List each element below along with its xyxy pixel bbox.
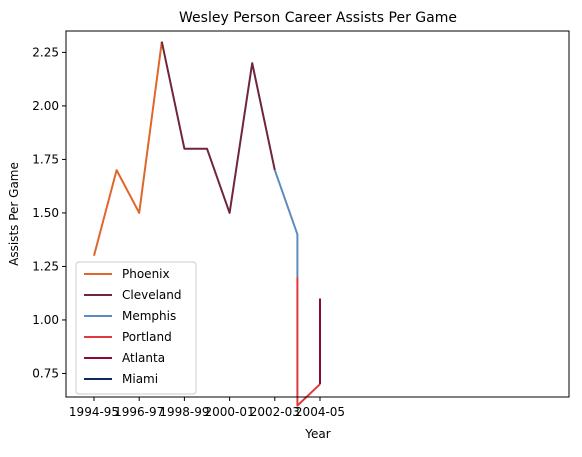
x-axis-label: Year xyxy=(304,427,330,441)
x-tick-label: 1998-99 xyxy=(159,405,209,419)
y-tick-label: 0.75 xyxy=(32,366,59,380)
y-axis-label: Assists Per Game xyxy=(7,162,21,266)
y-tick-label: 1.50 xyxy=(32,206,59,220)
legend-label-miami: Miami xyxy=(122,372,158,386)
y-tick-label: 1.25 xyxy=(32,259,59,273)
legend-label-memphis: Memphis xyxy=(122,309,176,323)
x-tick-label: 1994-95 xyxy=(69,405,119,419)
x-tick-label: 2004-05 xyxy=(295,405,345,419)
y-tick-label: 2.00 xyxy=(32,99,59,113)
y-tick-label: 1.00 xyxy=(32,313,59,327)
x-tick-label: 2002-03 xyxy=(250,405,300,419)
legend-label-phoenix: Phoenix xyxy=(122,267,170,281)
legend-label-cleveland: Cleveland xyxy=(122,288,182,302)
x-tick-label: 2000-01 xyxy=(205,405,255,419)
legend-label-portland: Portland xyxy=(122,330,172,344)
y-tick-label: 1.75 xyxy=(32,152,59,166)
chart-title: Wesley Person Career Assists Per Game xyxy=(179,10,457,26)
y-tick-label: 2.25 xyxy=(32,45,59,59)
legend-label-atlanta: Atlanta xyxy=(122,351,165,365)
legend: Phoenix Cleveland Memphis Portland Atlanta Mi… xyxy=(76,262,196,394)
x-tick-label: 1996-97 xyxy=(114,405,164,419)
